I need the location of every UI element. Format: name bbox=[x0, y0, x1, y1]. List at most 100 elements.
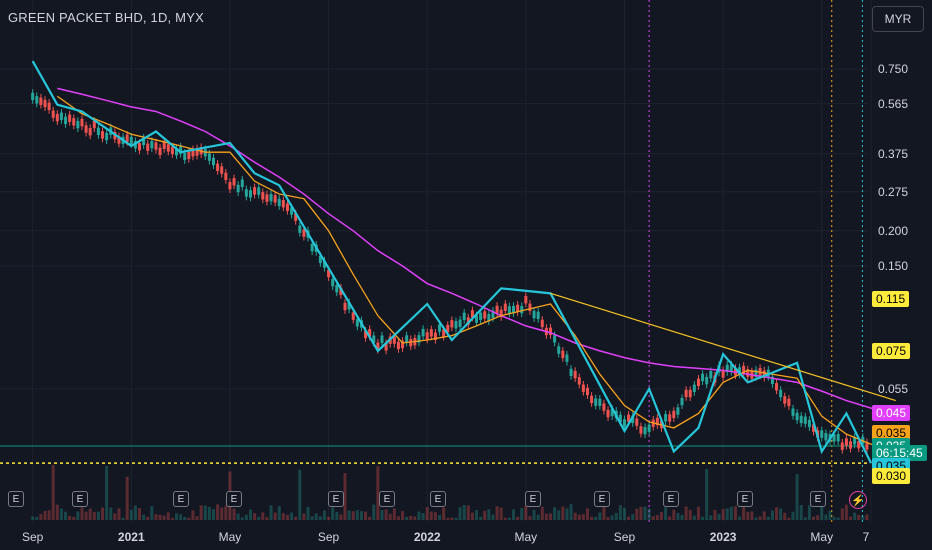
price-label-level_high: 0.115 bbox=[872, 290, 910, 307]
volume-bar bbox=[516, 516, 520, 520]
volume-bar bbox=[618, 505, 622, 520]
earnings-marker[interactable]: E bbox=[737, 491, 753, 507]
earnings-marker[interactable]: E bbox=[8, 491, 24, 507]
price-label-ma_fast: 0.035 bbox=[872, 424, 911, 441]
candle-body bbox=[64, 116, 68, 125]
candle-body bbox=[236, 184, 240, 193]
candle-body bbox=[68, 114, 72, 122]
volume-bar bbox=[729, 506, 733, 520]
volume-bar bbox=[113, 513, 117, 520]
earnings-marker[interactable]: E bbox=[173, 491, 189, 507]
volume-bar bbox=[569, 504, 573, 520]
candle-body bbox=[598, 398, 602, 406]
candle-body bbox=[454, 321, 458, 329]
candle-body bbox=[438, 324, 442, 332]
candle-body bbox=[450, 320, 454, 328]
candle-body bbox=[602, 403, 606, 411]
candle-body bbox=[803, 416, 807, 424]
candle-body bbox=[290, 207, 294, 215]
candle-body bbox=[635, 418, 639, 426]
volume-bar bbox=[257, 516, 261, 520]
volume-bar bbox=[150, 506, 154, 520]
earnings-marker[interactable]: E bbox=[379, 491, 395, 507]
volume-bar bbox=[364, 511, 368, 520]
volume-bar bbox=[742, 506, 746, 520]
volume-bar bbox=[766, 516, 770, 520]
candle-body bbox=[179, 146, 183, 154]
volume-bar bbox=[322, 510, 326, 520]
candle-body bbox=[742, 365, 746, 374]
volume-bar bbox=[269, 505, 273, 520]
volume-bar bbox=[281, 513, 285, 520]
volume-bar bbox=[72, 516, 76, 520]
volume-bar bbox=[88, 508, 92, 520]
y-tick-label: 0.150 bbox=[878, 259, 909, 274]
candle-body bbox=[746, 369, 750, 377]
volume-bar bbox=[824, 514, 828, 520]
earnings-marker[interactable]: E bbox=[328, 491, 344, 507]
candle-body bbox=[795, 412, 799, 421]
candle-body bbox=[524, 296, 528, 304]
candle-body bbox=[565, 354, 569, 362]
volume-bar bbox=[659, 511, 663, 520]
volume-bar bbox=[610, 515, 614, 520]
y-tick-label: 0.275 bbox=[878, 184, 909, 199]
candle-body bbox=[298, 225, 302, 233]
candle-body bbox=[569, 368, 573, 377]
volume-bar bbox=[828, 510, 832, 520]
candle-body bbox=[483, 311, 487, 319]
volume-bar bbox=[705, 469, 709, 520]
candle-body bbox=[549, 327, 552, 335]
candle-body bbox=[536, 311, 540, 320]
earnings-marker[interactable]: E bbox=[430, 491, 446, 507]
earnings-marker[interactable]: E bbox=[594, 491, 610, 507]
candle-body bbox=[507, 306, 511, 314]
volume-bar bbox=[849, 516, 853, 520]
x-tick-label: May bbox=[810, 530, 834, 544]
volume-bar bbox=[713, 509, 717, 520]
volume-bar bbox=[446, 517, 450, 520]
candle-body bbox=[125, 134, 129, 142]
volume-bar bbox=[655, 515, 659, 520]
volume-bar bbox=[832, 516, 836, 520]
volume-bar bbox=[791, 511, 795, 520]
volume-bar bbox=[105, 465, 109, 520]
volume-bar bbox=[483, 510, 487, 520]
volume-bar bbox=[261, 512, 265, 520]
volume-bar bbox=[701, 516, 705, 520]
price-label-level_mid: 0.075 bbox=[872, 342, 911, 359]
volume-bar bbox=[347, 510, 351, 520]
candle-body bbox=[396, 341, 400, 350]
volume-bar bbox=[298, 469, 302, 520]
currency-button[interactable]: MYR bbox=[872, 6, 924, 32]
candle-body bbox=[783, 396, 787, 404]
volume-bar bbox=[80, 507, 84, 520]
candle-body bbox=[442, 329, 446, 337]
candle-body bbox=[832, 434, 836, 442]
candle-body bbox=[92, 120, 96, 129]
candle-body bbox=[561, 350, 565, 359]
earnings-marker[interactable]: E bbox=[663, 491, 679, 507]
earnings-marker[interactable]: E bbox=[525, 491, 541, 507]
volume-bar bbox=[187, 517, 191, 520]
candle-body bbox=[696, 378, 700, 387]
earnings-marker[interactable]: E bbox=[72, 491, 88, 507]
candle-body bbox=[47, 102, 51, 111]
volume-bar bbox=[248, 509, 252, 520]
candle-body bbox=[339, 287, 343, 296]
volume-bar bbox=[512, 509, 516, 520]
volume-bar bbox=[125, 476, 129, 520]
earnings-marker[interactable]: E bbox=[226, 491, 242, 507]
volume-bar bbox=[668, 516, 672, 520]
series-line-slow bbox=[57, 87, 896, 415]
candle-body bbox=[503, 303, 507, 311]
earnings-marker[interactable]: E bbox=[810, 491, 826, 507]
x-tick-label: 2022 bbox=[413, 530, 441, 544]
candle-body bbox=[244, 189, 248, 197]
volume-bar bbox=[676, 513, 680, 520]
candle-body bbox=[528, 303, 532, 312]
volume-bar bbox=[844, 504, 848, 520]
alert-bolt-icon[interactable]: ⚡ bbox=[849, 491, 867, 509]
volume-bar bbox=[746, 511, 750, 520]
